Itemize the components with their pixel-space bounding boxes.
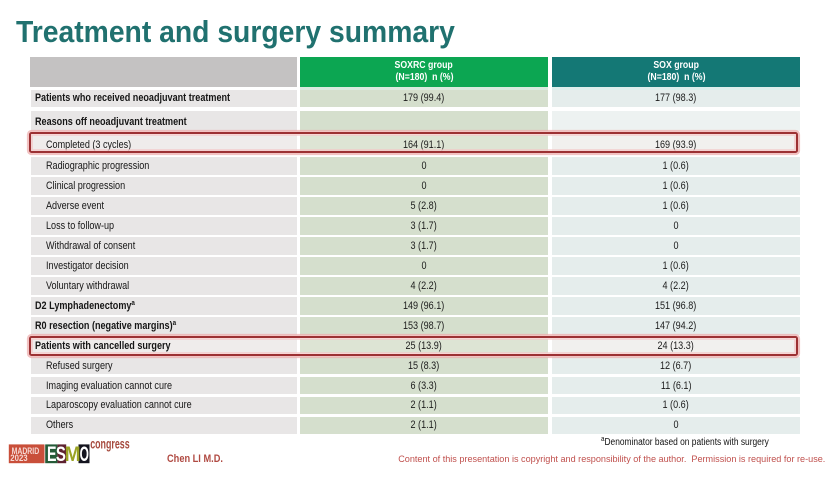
svg-text:E: E	[47, 443, 57, 466]
svg-text:congress: congress	[90, 437, 130, 452]
svg-text:S: S	[56, 443, 66, 466]
svg-text:MADRID: MADRID	[12, 446, 40, 457]
svg-text:O: O	[80, 443, 89, 466]
svg-text:2023: 2023	[10, 453, 27, 463]
svg-text:M: M	[65, 443, 81, 466]
